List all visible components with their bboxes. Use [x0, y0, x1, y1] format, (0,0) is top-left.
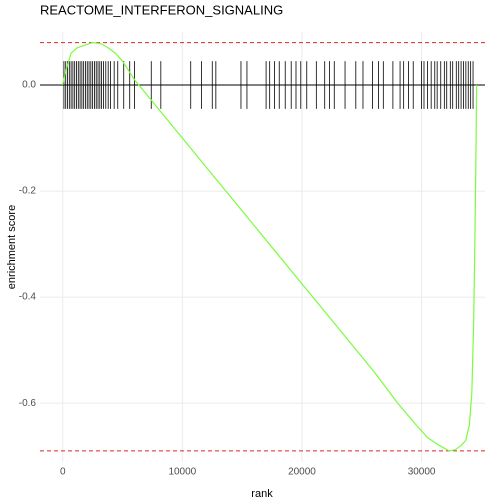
x-tick-label: 30000: [408, 467, 436, 478]
y-tick-label: -0.2: [19, 186, 37, 197]
x-axis-title: rank: [251, 488, 273, 500]
chart-title: REACTOME_INTERFERON_SIGNALING: [40, 2, 283, 17]
x-tick-label: 20000: [288, 467, 316, 478]
y-tick-label: 0.0: [22, 80, 36, 91]
y-tick-label: -0.6: [19, 398, 37, 409]
score-line: [62, 41, 478, 452]
y-axis-title: enrichment score: [6, 205, 18, 289]
x-tick-label: 10000: [168, 467, 196, 478]
x-tick-label: 0: [60, 467, 66, 478]
y-tick-label: -0.4: [19, 292, 37, 303]
